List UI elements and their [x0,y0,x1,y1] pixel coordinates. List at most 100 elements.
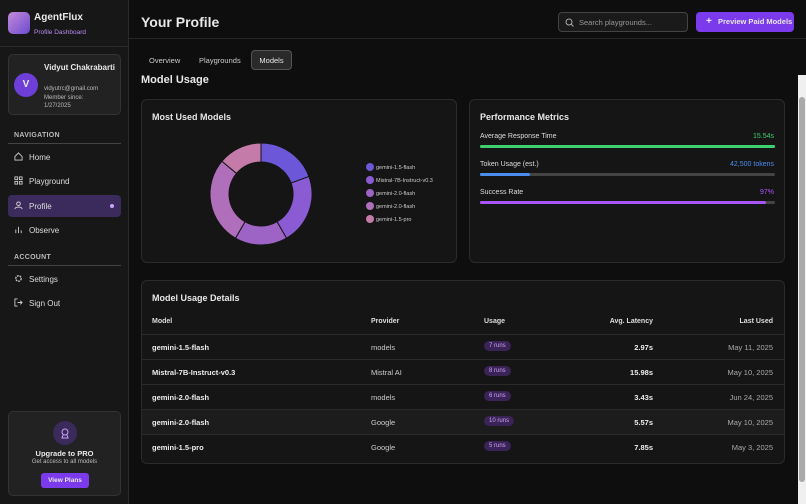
tab-active[interactable]: Models [251,50,292,70]
metrics-card: Performance Metrics Average Response Tim… [469,99,785,263]
user-name: Vidyut Chakrabarti [44,63,115,72]
row-divider[interactable] [142,359,784,384]
table-cell: 15.98s [630,368,653,377]
nav-item[interactable]: Profile [8,195,121,217]
avatar: V [14,73,38,97]
card-title: Performance Metrics [480,112,570,122]
legend-label: gemini-1.5-pro [376,217,411,223]
donut-chart: gemini-1.5-flash Mistral-7B-Instruct-v0.3… [209,142,433,246]
metric-label: Success Rate [480,189,524,196]
donut-segment [221,142,262,175]
table-cell: Jun 24, 2025 [729,393,773,402]
metric-track [480,173,775,176]
row-divider[interactable] [142,384,784,409]
row-divider[interactable] [142,409,784,434]
table-cell: models [371,393,396,402]
nav-label: Observe [29,226,60,235]
metric-label: Token Usage (est.) [480,161,539,168]
user-card: V Vidyut Chakrabarti vidyutrc@gmail.com … [8,54,121,115]
usage-chart-card: Most Used Models gemini-1.5-flash Mistral… [141,99,457,263]
nav-label: Sign Out [29,299,61,308]
table-cell: gemini-1.5-pro [152,443,204,452]
tabs: Overview Playgrounds Models [141,50,296,70]
table-cell: gemini-1.5-flash [152,343,210,352]
legend-label: gemini-2.0-flash [376,204,415,210]
usage-pill: 8 runs [484,366,511,376]
nav-label: Settings [29,275,58,284]
search-box[interactable]: Search playgrounds... [558,12,688,32]
brand-subtitle: Profile Dashboard [34,29,87,36]
legend-swatch [366,215,374,223]
usage-pill: 6 runs [484,391,511,401]
details-card: Model Usage Details Model Provider Usage Av… [141,280,785,464]
card-title: Model Usage Details [152,293,240,303]
divider [8,143,121,144]
card-title: Most Used Models [152,112,232,122]
legend-swatch [366,189,374,197]
metric-bar [480,145,775,148]
legend-swatch [366,176,374,184]
table-cell: 5.57s [634,418,653,427]
table-cell: May 3, 2025 [731,443,773,452]
nav-label: Profile [29,202,52,211]
nav-item[interactable]: Sign Out [8,292,121,314]
upgrade-title: Upgrade to PRO [35,449,94,458]
donut-segment [209,160,246,239]
divider [0,46,128,47]
metric-bar [480,173,531,176]
usage-pill: 5 runs [484,441,511,451]
legend-label: Mistral-7B-Instruct-v0.3 [376,178,433,184]
table-cell: 3.43s [634,393,653,402]
metric-label: Average Response Time [480,133,557,140]
brand: AgentFlux [34,12,83,23]
nav-item[interactable]: Observe [8,219,121,241]
table-cell: gemini-2.0-flash [152,418,210,427]
metric-value: 97% [759,189,774,196]
column-header: Usage [484,318,506,325]
legend-label: gemini-2.0-flash [376,191,415,197]
donut-segment [276,175,313,239]
section-title: Model Usage [141,74,209,86]
user-email: vidyutrc@gmail.com [44,86,99,92]
table-cell: models [371,343,396,352]
logo [8,12,30,34]
nav-label: Home [29,153,51,162]
page-title: Your Profile [141,14,220,30]
usage-pill: 10 runs [484,416,515,426]
account-heading: ACCOUNT [14,254,52,261]
table-cell: 2.97s [634,343,653,352]
donut-segment [260,142,310,184]
member-since: Member since: 1/27/2025 [44,95,84,109]
tab[interactable]: Overview [149,56,181,65]
table-cell: Google [371,443,396,452]
preview-button[interactable]: + Preview Paid Models [696,12,794,32]
metric-bar [480,201,767,204]
tab[interactable]: Playgrounds [199,56,241,65]
table-cell: Google [371,418,396,427]
view-plans-button[interactable]: View Plans [41,473,89,488]
metric-track [480,201,775,204]
table-cell: May 11, 2025 [728,343,773,352]
nav-heading: NAVIGATION [14,132,60,139]
scrollbar[interactable] [798,75,806,504]
divider [129,38,806,39]
column-header: Avg. Latency [609,318,653,325]
legend-swatch [366,202,374,210]
nav-item[interactable]: Playground [8,170,121,192]
nav-item[interactable]: Home [8,146,121,168]
table-cell: Mistral-7B-Instruct-v0.3 [152,368,236,377]
column-header: Model [152,318,173,325]
button-label: Preview Paid Models [718,17,793,26]
nav-label: Playground [29,177,70,186]
table-cell: May 10, 2025 [727,368,773,377]
upgrade-card: Upgrade to PRO Get access to all models … [8,411,121,496]
legend-label: gemini-1.5-flash [376,165,415,171]
row-divider[interactable] [142,334,784,359]
column-header: Last Used [739,318,773,325]
metric-value: 42,500 tokens [730,161,774,168]
table-cell: 7.85s [634,443,653,452]
nav-item[interactable]: Settings [8,268,121,290]
row-divider[interactable] [142,434,784,459]
metric-value: 15.54s [752,133,774,140]
